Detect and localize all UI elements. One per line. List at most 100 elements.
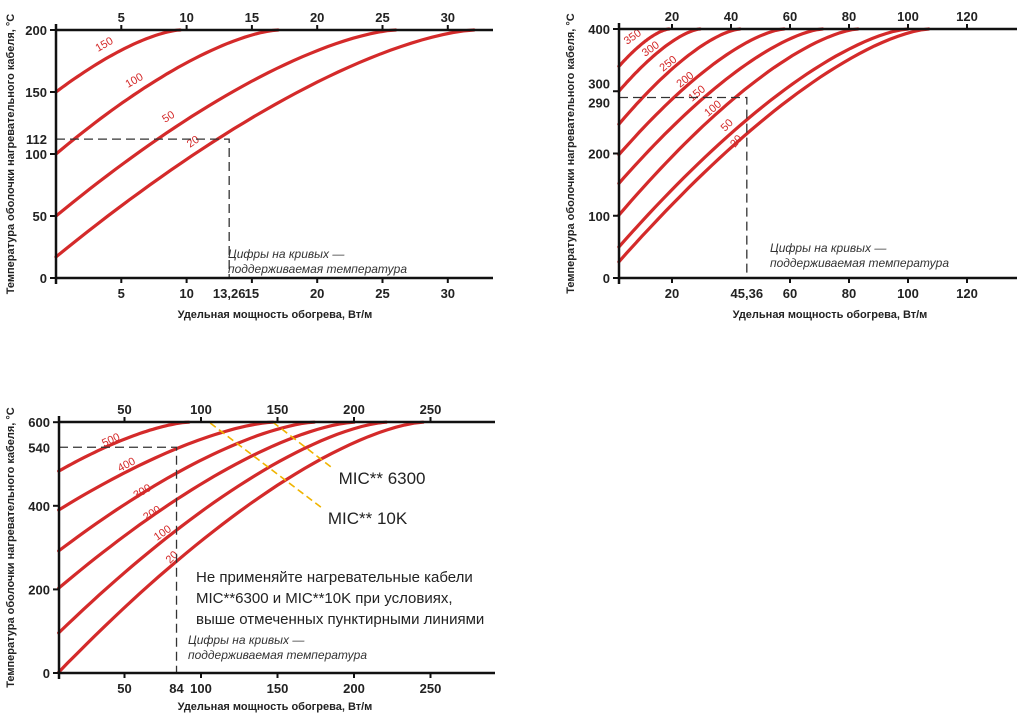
bottom-tick-label: 100: [190, 681, 212, 696]
curve-150: [617, 27, 825, 185]
bottom-tick-label: 25: [375, 286, 389, 301]
top-tick-label: 40: [724, 9, 738, 24]
warning-text: MIC**6300 и MIC**10K при условиях,: [196, 590, 453, 607]
curve-label-20: 20: [185, 134, 202, 151]
curve-50: [54, 28, 398, 218]
top-tick-label: 25: [375, 10, 389, 25]
y-tick-label: 200: [588, 147, 610, 162]
curve-label-150: 150: [94, 35, 116, 55]
bottom-tick-label: 80: [842, 286, 856, 301]
bottom-tick-label: 100: [897, 286, 919, 301]
x-axis-title: Удельная мощность обогрева, Вт/м: [733, 309, 928, 321]
curve-200: [57, 420, 356, 590]
x-axis-title: Удельная мощность обогрева, Вт/м: [178, 309, 373, 321]
y-tick-label: 0: [40, 271, 47, 286]
top-tick-label: 100: [190, 402, 212, 417]
top-tick-label: 20: [665, 9, 679, 24]
bottom-tick-label: 50: [117, 681, 131, 696]
y-axis-title: Температура оболочки нагревательного каб…: [5, 407, 17, 688]
warning-text: выше отмеченных пунктирными линиями: [196, 611, 484, 628]
curve-250: [617, 27, 742, 126]
curve-400: [57, 420, 275, 512]
y-tick-label: 200: [25, 23, 47, 38]
top-tick-label: 15: [245, 10, 259, 25]
top-tick-label: 10: [179, 10, 193, 25]
curve-100: [57, 420, 388, 635]
curve-note: поддерживаемая температура: [770, 256, 949, 270]
curve-100: [617, 27, 860, 217]
top-tick-label: 100: [897, 9, 919, 24]
top-tick-label: 80: [842, 9, 856, 24]
y-tick-label: 600: [28, 415, 50, 430]
curve-label-100: 100: [152, 523, 174, 543]
curve-300: [57, 420, 316, 553]
curve-note: Цифры на кривых —: [188, 633, 305, 647]
bottom-tick-label: 5: [118, 286, 125, 301]
top-tick-label: 60: [783, 9, 797, 24]
bottom-tick-label: 60: [783, 286, 797, 301]
curve-20: [617, 27, 931, 264]
bottom-tick-label: 120: [956, 286, 978, 301]
curve-500: [57, 420, 191, 473]
y-tick-label: 100: [25, 147, 47, 162]
curve-300: [617, 27, 702, 93]
x-axis-title: Удельная мощность обогрева, Вт/м: [178, 701, 373, 713]
guide-dashed-line: [619, 96, 748, 278]
curve-note: поддерживаемая температура: [188, 648, 367, 662]
y-tick-label: 300: [588, 76, 610, 91]
guide-x-label: 84: [169, 681, 184, 696]
limit-line-label: MIC** 10K: [328, 509, 408, 528]
y-tick-label: 50: [33, 209, 47, 224]
top-tick-label: 30: [441, 10, 455, 25]
curve-label-400: 400: [116, 455, 138, 474]
curve-350: [617, 27, 671, 68]
y-axis-title: Температура оболочки нагревательного каб…: [5, 14, 17, 295]
guide-y-label: 540: [28, 440, 50, 455]
top-tick-label: 120: [956, 9, 978, 24]
guide-dashed-line: [56, 138, 230, 278]
bottom-tick-label: 20: [310, 286, 324, 301]
curve-100: [54, 28, 280, 156]
curve-20: [54, 28, 476, 259]
top-tick-label: 5: [118, 10, 125, 25]
limit-line-1: [209, 422, 323, 509]
curve-label-50: 50: [160, 109, 177, 126]
chart-1: 150 100 50 20 5 10 15 20 25 30 5 10 15 20 25 30 13,26 0 50…: [5, 10, 493, 321]
bottom-tick-label: 15: [245, 286, 259, 301]
bottom-tick-label: 200: [343, 681, 365, 696]
curve-label-150: 150: [686, 83, 708, 104]
warning-text: Не применяйте нагревательные кабели: [196, 569, 473, 586]
limit-line-label: MIC** 6300: [339, 469, 426, 488]
guide-x-label: 13,26: [213, 286, 246, 301]
guide-y-label: 112: [26, 132, 47, 147]
top-tick-label: 250: [420, 402, 442, 417]
bottom-tick-label: 150: [267, 681, 289, 696]
y-tick-label: 0: [603, 271, 610, 286]
top-tick-label: 150: [267, 402, 289, 417]
guide-y-label: 290: [588, 95, 610, 110]
guide-dashed-line: [59, 446, 178, 673]
top-tick-label: 50: [117, 402, 131, 417]
y-tick-label: 400: [588, 22, 610, 37]
curve-label-200: 200: [674, 70, 696, 91]
y-tick-label: 400: [28, 499, 50, 514]
curve-note: поддерживаемая температура: [228, 262, 407, 276]
y-tick-label: 100: [588, 209, 610, 224]
limit-line-0: [272, 421, 334, 469]
curve-note: Цифры на кривых —: [228, 247, 345, 261]
bottom-tick-label: 10: [179, 286, 193, 301]
y-tick-label: 0: [43, 666, 50, 681]
bottom-tick-label: 30: [441, 286, 455, 301]
top-tick-label: 20: [310, 10, 324, 25]
curve-label-250: 250: [657, 54, 679, 75]
curve-label-20: 20: [164, 549, 181, 566]
curve-label-100: 100: [702, 98, 724, 119]
guide-x-label: 45,36: [731, 286, 764, 301]
curve-label-300: 300: [132, 482, 154, 502]
curve-20: [57, 420, 425, 674]
curve-200: [617, 27, 786, 157]
y-tick-label: 150: [25, 85, 47, 100]
